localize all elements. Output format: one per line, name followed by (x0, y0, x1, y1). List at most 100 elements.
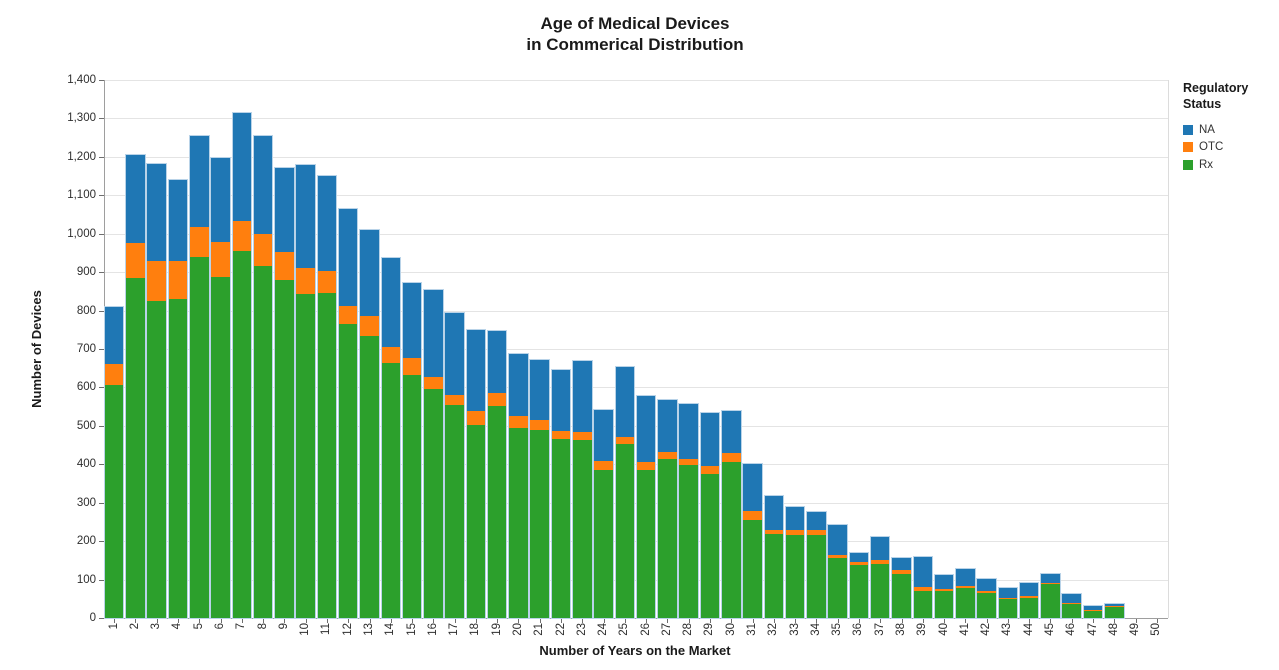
bar-segment-na-year-22[interactable] (551, 370, 571, 432)
bar-segment-otc-year-14[interactable] (381, 347, 401, 364)
bar-segment-rx-year-8[interactable] (253, 266, 273, 618)
bar-segment-na-year-34[interactable] (807, 512, 826, 531)
bar-segment-rx-year-24[interactable] (594, 469, 613, 618)
bar-segment-rx-year-43[interactable] (998, 599, 1018, 618)
bar-segment-na-year-4[interactable] (168, 179, 188, 261)
bar-segment-otc-year-27[interactable] (658, 452, 677, 459)
bar-segment-rx-year-22[interactable] (551, 438, 571, 618)
bar-segment-na-year-36[interactable] (849, 553, 869, 562)
bar-segment-otc-year-25[interactable] (615, 436, 635, 445)
bar-segment-rx-year-7[interactable] (232, 250, 252, 618)
bar-segment-na-year-7[interactable] (232, 112, 252, 222)
bar-segment-otc-year-44[interactable] (1019, 595, 1039, 598)
bar-segment-otc-year-3[interactable] (147, 260, 166, 301)
bar-segment-rx-year-33[interactable] (785, 534, 805, 618)
bar-segment-na-year-32[interactable] (764, 495, 784, 530)
bar-segment-rx-year-26[interactable] (636, 470, 656, 618)
bar-segment-na-year-15[interactable] (402, 282, 422, 359)
bar-segment-otc-year-6[interactable] (211, 242, 230, 277)
bar-segment-na-year-23[interactable] (573, 361, 592, 432)
bar-segment-otc-year-13[interactable] (360, 315, 379, 337)
bar-segment-rx-year-3[interactable] (147, 300, 166, 618)
bar-segment-otc-year-46[interactable] (1062, 602, 1081, 605)
bar-segment-otc-year-15[interactable] (402, 358, 422, 375)
bar-segment-otc-year-5[interactable] (190, 226, 209, 257)
bar-segment-rx-year-28[interactable] (679, 464, 698, 618)
bar-segment-otc-year-37[interactable] (870, 560, 890, 565)
bar-segment-rx-year-37[interactable] (870, 564, 890, 618)
bar-segment-na-year-30[interactable] (722, 410, 741, 454)
bar-segment-rx-year-17[interactable] (445, 405, 464, 618)
bar-segment-na-year-1[interactable] (104, 306, 124, 364)
bar-segment-rx-year-29[interactable] (700, 474, 720, 618)
bar-segment-otc-year-48[interactable] (1105, 606, 1124, 607)
bar-segment-otc-year-12[interactable] (338, 305, 358, 324)
bar-segment-otc-year-9[interactable] (275, 252, 294, 280)
bar-segment-otc-year-16[interactable] (424, 377, 443, 389)
bar-segment-otc-year-35[interactable] (828, 554, 847, 558)
bar-segment-na-year-5[interactable] (190, 136, 209, 227)
bar-segment-rx-year-18[interactable] (466, 424, 486, 618)
bar-segment-na-year-33[interactable] (785, 506, 805, 530)
bar-segment-otc-year-17[interactable] (445, 395, 464, 406)
bar-segment-otc-year-33[interactable] (785, 529, 805, 535)
bar-segment-rx-year-31[interactable] (743, 519, 762, 618)
bar-segment-na-year-6[interactable] (211, 158, 230, 243)
bar-segment-rx-year-34[interactable] (807, 534, 826, 618)
bar-segment-rx-year-5[interactable] (190, 256, 209, 618)
bar-segment-rx-year-1[interactable] (104, 385, 124, 618)
bar-segment-otc-year-8[interactable] (253, 233, 273, 267)
bar-segment-na-year-35[interactable] (828, 524, 847, 555)
bar-segment-na-year-37[interactable] (870, 537, 890, 561)
bar-segment-rx-year-45[interactable] (1041, 584, 1060, 618)
bar-segment-na-year-47[interactable] (1083, 605, 1103, 610)
bar-segment-na-year-19[interactable] (487, 330, 507, 393)
bar-segment-na-year-27[interactable] (658, 400, 677, 453)
bar-segment-na-year-43[interactable] (998, 588, 1018, 598)
bar-segment-rx-year-32[interactable] (764, 533, 784, 618)
bar-segment-na-year-16[interactable] (424, 290, 443, 378)
bar-segment-na-year-11[interactable] (317, 176, 337, 272)
bar-segment-rx-year-23[interactable] (573, 440, 592, 618)
bar-segment-rx-year-9[interactable] (275, 279, 294, 618)
bar-segment-rx-year-10[interactable] (296, 294, 315, 618)
bar-segment-rx-year-35[interactable] (828, 557, 847, 618)
bar-segment-rx-year-15[interactable] (402, 374, 422, 618)
bar-segment-otc-year-11[interactable] (317, 271, 337, 293)
bar-segment-rx-year-41[interactable] (956, 588, 975, 618)
bar-segment-na-year-20[interactable] (509, 353, 528, 417)
bar-segment-na-year-46[interactable] (1062, 594, 1081, 603)
bar-segment-na-year-44[interactable] (1019, 583, 1039, 596)
bar-segment-otc-year-28[interactable] (679, 458, 698, 465)
bar-segment-rx-year-48[interactable] (1105, 606, 1124, 618)
bar-segment-rx-year-19[interactable] (487, 405, 507, 618)
bar-segment-otc-year-36[interactable] (849, 561, 869, 565)
bar-segment-otc-year-29[interactable] (700, 466, 720, 475)
bar-segment-otc-year-32[interactable] (764, 529, 784, 534)
bar-segment-otc-year-20[interactable] (509, 416, 528, 429)
bar-segment-rx-year-20[interactable] (509, 428, 528, 618)
bar-segment-rx-year-13[interactable] (360, 336, 379, 618)
bar-segment-na-year-14[interactable] (381, 257, 401, 348)
bar-segment-otc-year-23[interactable] (573, 431, 592, 441)
bar-segment-na-year-41[interactable] (956, 568, 975, 587)
bar-segment-otc-year-2[interactable] (126, 243, 145, 278)
bar-segment-otc-year-19[interactable] (487, 392, 507, 406)
bar-segment-otc-year-18[interactable] (466, 411, 486, 425)
bar-segment-rx-year-46[interactable] (1062, 604, 1081, 618)
bar-segment-otc-year-47[interactable] (1083, 609, 1103, 612)
bar-segment-na-year-38[interactable] (892, 558, 911, 570)
bar-segment-rx-year-2[interactable] (126, 277, 145, 618)
bar-segment-otc-year-7[interactable] (232, 221, 252, 251)
bar-segment-na-year-12[interactable] (338, 208, 358, 306)
bar-segment-rx-year-25[interactable] (615, 444, 635, 618)
bar-segment-otc-year-26[interactable] (636, 462, 656, 471)
bar-segment-rx-year-14[interactable] (381, 363, 401, 618)
bar-segment-otc-year-38[interactable] (892, 569, 911, 574)
bar-segment-otc-year-45[interactable] (1041, 583, 1060, 585)
bar-segment-na-year-42[interactable] (977, 578, 996, 592)
bar-segment-na-year-24[interactable] (594, 410, 613, 461)
bar-segment-otc-year-39[interactable] (913, 587, 933, 592)
bar-segment-na-year-18[interactable] (466, 329, 486, 412)
bar-segment-rx-year-4[interactable] (168, 299, 188, 618)
